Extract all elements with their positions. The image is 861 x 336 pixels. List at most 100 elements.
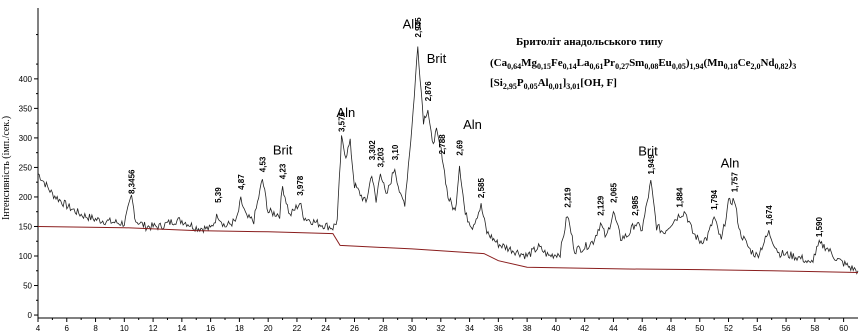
formula-subscript: 0,14: [563, 62, 577, 71]
peak-dspacing-label: 2,219: [563, 187, 572, 208]
x-tick-label: 50: [695, 324, 704, 333]
peak-dspacing-label: 1,674: [765, 205, 774, 226]
formula-subscript: 0,15: [537, 62, 551, 71]
peak-dspacing-label: 2,129: [597, 195, 606, 216]
x-tick-label: 40: [551, 324, 560, 333]
formula-subscript: 2,0: [750, 62, 760, 71]
formula-text: ]: [563, 77, 567, 89]
y-tick-label: 50: [23, 282, 32, 291]
phase-label: Aln: [721, 155, 740, 170]
peak-dspacing-label: 1,794: [710, 189, 719, 210]
peak-dspacing-label: 2,788: [438, 134, 447, 155]
formula-text: Al: [538, 77, 549, 89]
peak-dspacing-label: 1,884: [676, 187, 685, 208]
peak-dspacing-label: 4,87: [237, 174, 246, 190]
x-tick-label: 54: [753, 324, 762, 333]
peak-dspacing-label: 4,53: [258, 156, 267, 172]
formula-text: (Mn: [703, 57, 723, 69]
x-tick-label: 20: [264, 324, 273, 333]
peak-dspacing-label: 3,576: [338, 111, 347, 132]
x-tick-label: 42: [580, 324, 589, 333]
x-tick-label: 10: [120, 324, 129, 333]
formula-text: Ce: [738, 57, 751, 69]
formula-text: [Si: [490, 77, 503, 89]
phase-label: Aln: [463, 117, 482, 132]
x-tick-label: 60: [839, 324, 848, 333]
phase-label: Brit: [427, 51, 447, 66]
peak-dspacing-label: 2,985: [631, 195, 640, 216]
x-tick-label: 8: [93, 324, 98, 333]
phase-label: Aln: [403, 17, 422, 32]
peak-dspacing-label: 2,585: [477, 178, 486, 199]
chart-axes: 4 6 8 10 12 14 16 18 20 22 24 26 28 30 32 34 36 38 40 42 44 4…: [19, 8, 858, 333]
phase-label: Aln: [337, 105, 356, 120]
x-tick-label: 56: [782, 324, 791, 333]
formula-text: [OH, F]: [580, 77, 617, 89]
formula-title: Бритоліт анадольського типу: [516, 36, 663, 48]
x-tick-label: 22: [292, 324, 301, 333]
phase-label: Brit: [273, 142, 293, 157]
formula-subscript: 0,05: [672, 62, 686, 71]
y-tick-label: 300: [19, 134, 33, 143]
formula-text: Fe: [551, 57, 563, 69]
peak-dspacing-label: 2,876: [424, 81, 433, 102]
formula-subscript: 2,95: [503, 82, 517, 91]
peak-dspacing-label: 3,203: [376, 147, 385, 168]
y-axis-label: Інтенсивність (імп./сек.): [1, 116, 12, 220]
formula-text: (Ca: [490, 57, 508, 69]
formula-text: ): [686, 57, 690, 69]
peak-dspacing-label: 5,39: [214, 187, 223, 203]
formula-subscript: 3,01: [566, 82, 580, 91]
formula-text: Eu: [658, 57, 671, 69]
background-baseline-line: [37, 226, 859, 273]
peak-dspacing-label: 1,590: [815, 217, 824, 238]
formula-line: (Ca0,64Mg0,15Fe0,14La0,61Pr0,27Sm0,08Eu0…: [490, 57, 796, 71]
y-tick-label: 350: [19, 104, 33, 113]
y-tick-label: 0: [28, 311, 33, 320]
phase-labels-layer: Brit Aln Aln Brit Aln Brit Aln: [273, 17, 740, 171]
peak-dspacing-label: 2,945: [414, 17, 423, 38]
formula-text: Nd: [760, 57, 774, 69]
x-tick-label: 52: [724, 324, 733, 333]
formula-subscript: 0,64: [507, 62, 521, 71]
formula-subscript: 0,18: [724, 62, 738, 71]
peak-dspacing-label: 1,949: [647, 154, 656, 175]
x-tick-label: 38: [523, 324, 532, 333]
formula-line: [Si2,95P0,05Al0,01]3,01[OH, F]: [490, 77, 617, 91]
y-tick-label: 150: [19, 222, 33, 231]
x-tick-label: 14: [177, 324, 186, 333]
peak-dspacing-label: 3,10: [391, 144, 400, 160]
peak-dspacing-label: 8,3456: [128, 169, 137, 194]
formula-subscript: 3: [792, 62, 796, 71]
formula-subscript: 1,94: [689, 62, 703, 71]
x-tick-label: 44: [609, 324, 618, 333]
x-tick-label: 28: [379, 324, 388, 333]
peak-dspacing-label: 4,23: [279, 163, 288, 179]
y-tick-label: 100: [19, 252, 33, 261]
peak-dspacing-label: 2,065: [609, 182, 618, 203]
formula-subscript: 0,05: [524, 82, 538, 91]
formula-text: ): [789, 57, 793, 69]
phase-label: Brit: [638, 144, 658, 159]
chart-series-layer: [37, 46, 859, 275]
formula-subscript: 0,61: [589, 62, 603, 71]
x-tick-label: 48: [667, 324, 676, 333]
x-tick-label: 36: [494, 324, 503, 333]
x-tick-label: 12: [149, 324, 158, 333]
x-tick-label: 26: [350, 324, 359, 333]
formula-text: P: [517, 77, 524, 89]
x-tick-label: 16: [206, 324, 215, 333]
peak-dspacing-label: 3,978: [296, 175, 305, 196]
x-tick-label: 24: [321, 324, 330, 333]
formula-text: Mg: [521, 57, 537, 69]
formula-subscript: 0,08: [644, 62, 658, 71]
formula-text: La: [577, 57, 590, 69]
peak-dspacing-label: 2,69: [456, 139, 465, 155]
x-tick-label: 4: [36, 324, 41, 333]
x-tick-label: 30: [408, 324, 417, 333]
x-tick-label: 58: [810, 324, 819, 333]
formula-subscript: 0,01: [549, 82, 563, 91]
y-tick-label: 200: [19, 193, 33, 202]
x-tick-label: 18: [235, 324, 244, 333]
peak-labels-layer: 8,3456 5,39 4,87 4,53 4,23 3,978 3,576 3,302 3,2…: [128, 17, 825, 237]
